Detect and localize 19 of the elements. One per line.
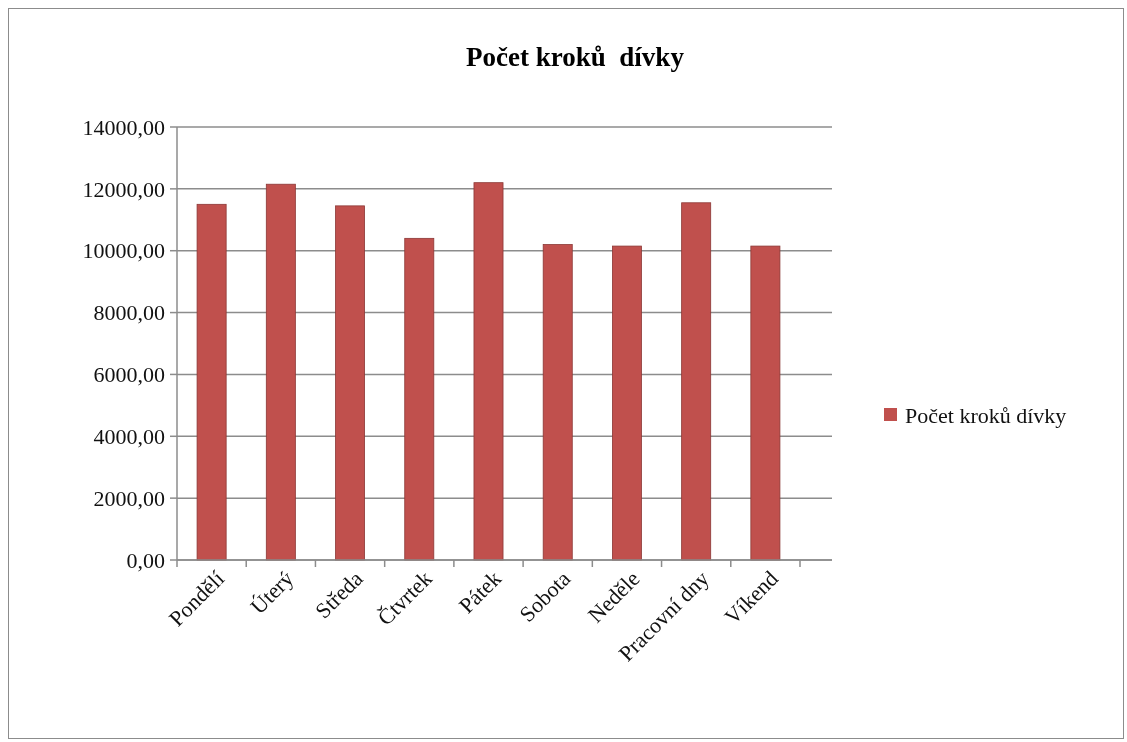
bar — [404, 237, 435, 561]
bar — [473, 182, 504, 561]
bar — [335, 205, 365, 561]
chart-title: Počet kroků dívky — [466, 42, 685, 72]
bar — [196, 203, 227, 561]
bar — [542, 244, 573, 561]
bar — [681, 202, 712, 561]
y-tick-label: 12000,00 — [82, 176, 165, 202]
y-tick-label: 2000,00 — [93, 485, 165, 511]
bar — [612, 245, 642, 561]
y-tick-label: 4000,00 — [93, 423, 165, 449]
y-tick-label: 8000,00 — [93, 300, 165, 326]
bar — [265, 183, 296, 561]
legend-label: Počet kroků dívky — [905, 402, 1067, 428]
y-tick-label: 14000,00 — [82, 114, 165, 140]
bar — [750, 245, 781, 561]
y-tick-label: 10000,00 — [82, 238, 165, 264]
y-tick-label: 6000,00 — [93, 362, 165, 388]
y-tick-label: 0,00 — [126, 547, 165, 573]
